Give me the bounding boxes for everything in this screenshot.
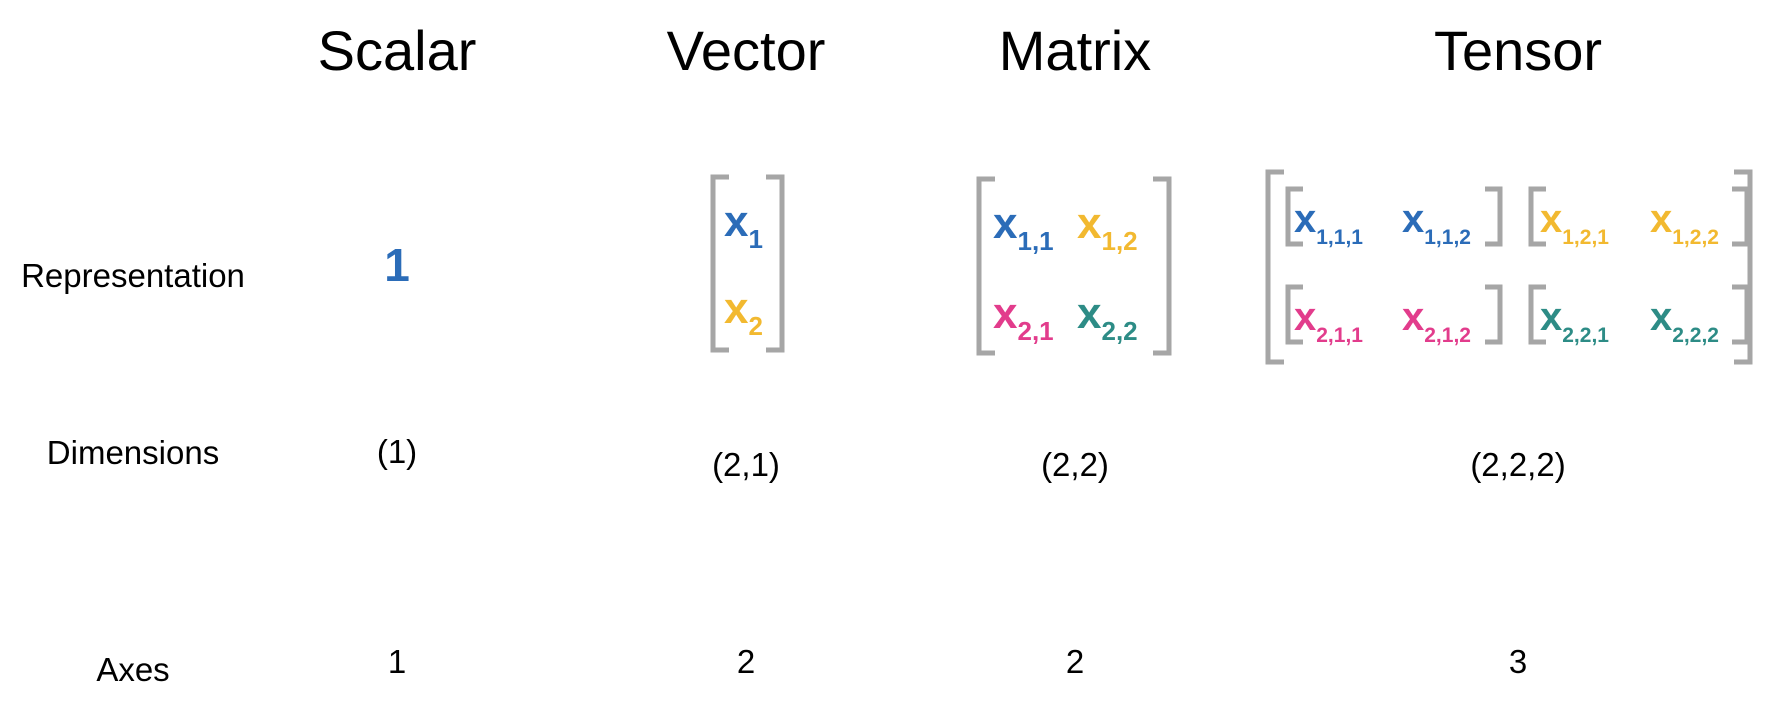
tensor-axes: 3 — [1508, 643, 1528, 680]
scalar-header: Scalar — [317, 19, 477, 82]
vector-axes: 2 — [736, 643, 756, 680]
matrix-header: Matrix — [998, 19, 1152, 82]
tensor-inner-bracket — [1528, 186, 1546, 247]
vector-left-bracket — [710, 174, 729, 353]
tensor-element: x2,2,2 — [1650, 295, 1719, 347]
tensor-element: x2,2,1 — [1540, 295, 1609, 347]
matrix-element: x1,1 — [993, 199, 1054, 256]
vector-dimensions: (2,1) — [712, 446, 780, 483]
scalar-value: 1 — [384, 239, 410, 291]
tensor-inner-bracket — [1485, 284, 1503, 345]
scalar-axes: 1 — [387, 643, 407, 680]
vector-right-bracket — [766, 174, 785, 353]
tensor-inner-bracket — [1528, 284, 1546, 345]
tensor-outer-left-bracket — [1265, 169, 1284, 365]
tensor-dimensions: (2,2,2) — [1470, 446, 1566, 483]
matrix-right-bracket — [1153, 176, 1172, 356]
dimensions-label: Dimensions — [46, 434, 220, 471]
scalar-dimensions: (1) — [376, 433, 418, 470]
tensor-element: x1,2,2 — [1650, 197, 1719, 249]
tensor-inner-bracket — [1485, 186, 1503, 247]
representation-label: Representation — [21, 257, 245, 294]
tensor-inner-bracket — [1285, 186, 1303, 247]
matrix-element: x2,2 — [1077, 289, 1138, 346]
axes-label: Axes — [96, 651, 170, 688]
tensor-element: x2,1,1 — [1294, 295, 1363, 347]
matrix-element: x1,2 — [1077, 199, 1138, 256]
vector-header: Vector — [666, 19, 826, 82]
tensor-header: Tensor — [1433, 19, 1603, 82]
vector-element: x2 — [724, 284, 763, 341]
tensor-inner-bracket — [1732, 186, 1750, 247]
tensor-outer-right-bracket — [1734, 169, 1753, 365]
matrix-element: x2,1 — [993, 289, 1054, 346]
tensor-element: x2,1,2 — [1402, 295, 1471, 347]
tensor-element: x1,2,1 — [1540, 197, 1609, 249]
tensor-inner-bracket — [1285, 284, 1303, 345]
matrix-dimensions: (2,2) — [1041, 446, 1109, 483]
vector-element: x1 — [724, 197, 763, 254]
tensor-element: x1,1,2 — [1402, 197, 1471, 249]
tensor-inner-bracket — [1732, 284, 1750, 345]
matrix-left-bracket — [976, 176, 995, 356]
matrix-axes: 2 — [1065, 643, 1085, 680]
tensor-element: x1,1,1 — [1294, 197, 1363, 249]
